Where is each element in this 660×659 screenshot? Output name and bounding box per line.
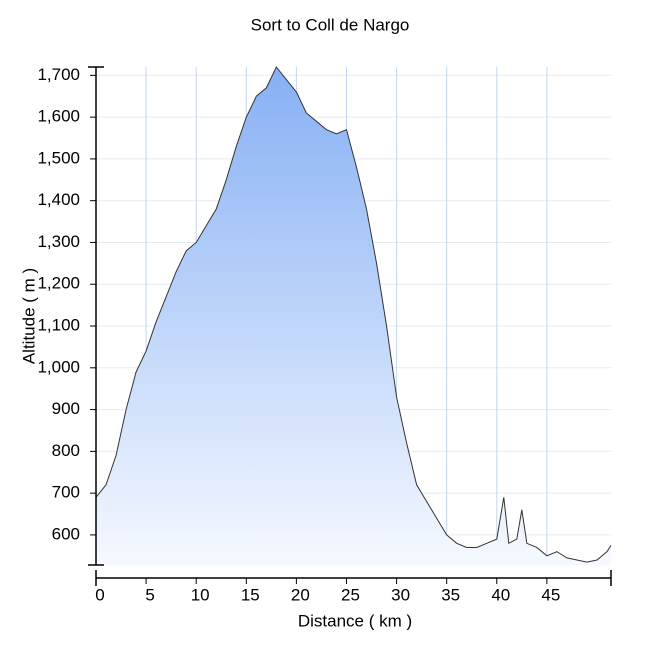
x-tick-label: 5 [145, 585, 154, 604]
line [95, 66, 612, 563]
y-axis-label: Altitude ( m ) [19, 268, 38, 364]
x-tick-label: 25 [341, 585, 360, 604]
y-tick-label: 1,200 [37, 274, 80, 293]
y-tick-label: 800 [52, 441, 80, 460]
x-tick-label: 20 [291, 585, 310, 604]
y-tick-label: 1,100 [37, 316, 80, 335]
area [96, 67, 611, 565]
x-tick-label: 30 [391, 585, 410, 604]
x-tick-label: 10 [191, 585, 210, 604]
x-axis-label: Distance ( km ) [298, 611, 412, 630]
y-tick-label: 1,600 [37, 107, 80, 126]
x-tick-label: 0 [95, 585, 104, 604]
x-tick-label: 35 [441, 585, 460, 604]
chart-title: Sort to Coll de Nargo [251, 15, 410, 34]
y-tick-label: 1,300 [37, 232, 80, 251]
x-tick-label: 40 [491, 585, 510, 604]
x-tick-label: 45 [541, 585, 560, 604]
y-tick-label: 1,700 [37, 65, 80, 84]
y-tick-label: 1,500 [37, 148, 80, 167]
y-tick-label: 700 [52, 483, 80, 502]
x-tick-label: 15 [241, 585, 260, 604]
y-tick-label: 600 [52, 524, 80, 543]
y-tick-label: 1,400 [37, 190, 80, 209]
y-tick-label: 900 [52, 399, 80, 418]
y-tick-label: 1,000 [37, 357, 80, 376]
